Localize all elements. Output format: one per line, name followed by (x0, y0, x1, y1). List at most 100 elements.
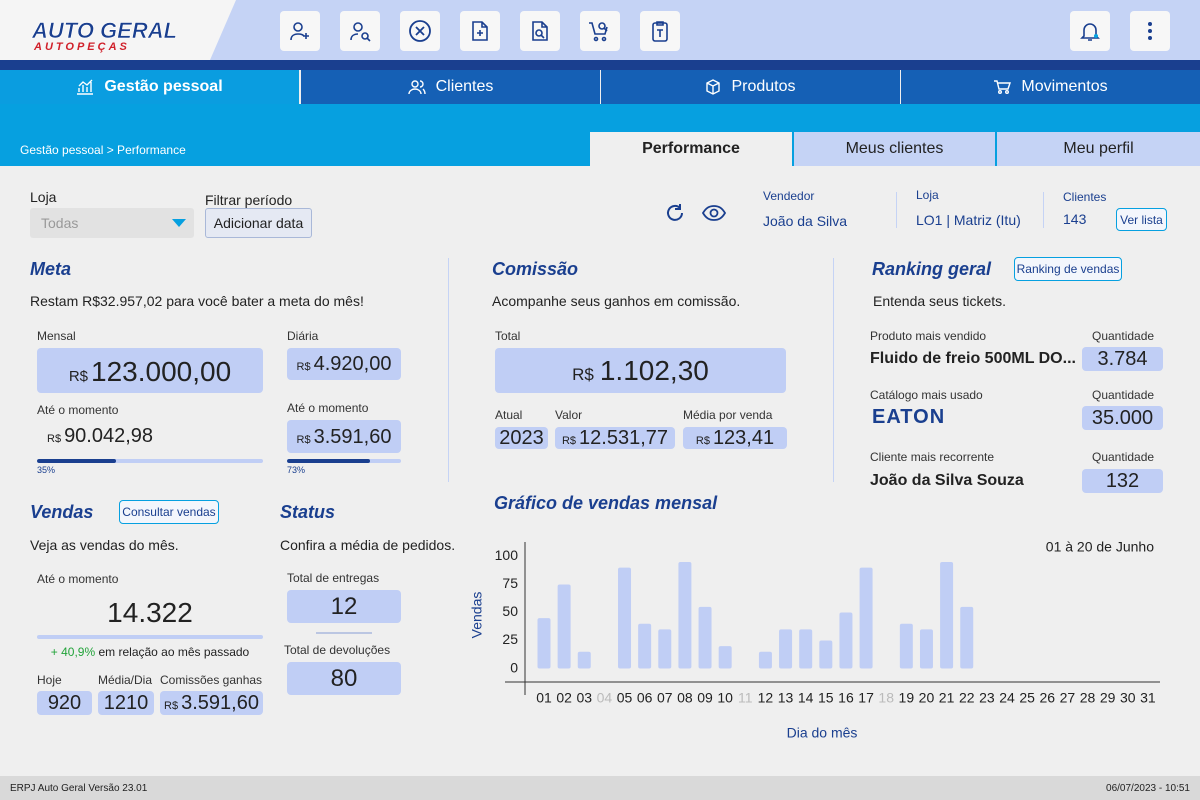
field-label: Total (495, 329, 521, 343)
field-label: Quantidade (1092, 388, 1155, 402)
search-document-button[interactable] (520, 11, 560, 51)
sub-tab[interactable]: Meus clientes (794, 132, 995, 166)
bar (678, 562, 692, 669)
y-axis-label: Vendas (469, 592, 485, 639)
nav-tab-label: Clientes (435, 78, 494, 95)
bar (758, 651, 772, 669)
x-axis-label: Dia do mês (787, 725, 858, 741)
cart-search-button[interactable] (580, 11, 620, 51)
field-label: Média/Dia (98, 673, 153, 687)
value: 1.102,30 (599, 355, 709, 386)
divider (37, 635, 263, 639)
bar (537, 618, 551, 669)
field-label: Hoje (37, 673, 62, 687)
x-tick-label: 28 (1080, 690, 1096, 706)
x-tick-label: 27 (1060, 690, 1076, 706)
value: 90.042,98 (64, 425, 154, 447)
bar (960, 606, 974, 669)
x-tick-label: 24 (999, 690, 1015, 706)
bar (799, 629, 813, 669)
value-box: R$ 12.531,77 (555, 427, 675, 449)
x-tick-label: 17 (858, 690, 874, 706)
currency: R$ (296, 434, 311, 446)
add-date-button[interactable]: Adicionar data (205, 208, 312, 238)
nav-tab[interactable]: Clientes (301, 70, 600, 104)
x-tick-label: 05 (617, 690, 633, 706)
new-document-button[interactable] (460, 11, 500, 51)
add-user-button[interactable] (280, 11, 320, 51)
logo-brand[interactable]: AUTO GERAL (31, 18, 178, 44)
info-value: 143 (1063, 211, 1087, 227)
progress-track (37, 459, 263, 463)
nav-tab-label: Produtos (731, 78, 796, 95)
x-tick-label: 15 (818, 690, 834, 706)
big-value: 14.322 (107, 597, 193, 628)
separator (1043, 192, 1044, 228)
progress-bar (287, 459, 371, 463)
bar (899, 623, 913, 669)
store-select[interactable]: Todas (30, 208, 194, 238)
nav-tab-label: Gestão pessoal (104, 78, 223, 95)
info-label: Clientes (1063, 190, 1107, 204)
y-tick-label: 100 (495, 547, 519, 563)
value: 3.591,60 (181, 692, 259, 714)
x-tick-label: 30 (1120, 690, 1136, 706)
view-list-button[interactable]: Ver lista (1116, 208, 1167, 231)
bar (658, 629, 672, 669)
value-box: 920 (37, 691, 92, 715)
field-label: Valor (555, 408, 583, 422)
field-label: Total de entregas (287, 571, 380, 585)
version: ERPJ Auto Geral Versão 23.01 (10, 783, 148, 794)
x-tick-label: 02 (556, 690, 572, 706)
refresh-button[interactable] (664, 202, 686, 224)
nav-tab[interactable]: Gestão pessoal (0, 70, 299, 104)
nav-tab[interactable]: Produtos (601, 70, 900, 104)
sub-tab[interactable]: Performance (590, 132, 792, 166)
sales-ranking-button[interactable]: Ranking de vendas (1014, 257, 1122, 281)
x-tick-label: 12 (758, 690, 774, 706)
y-tick-label: 50 (502, 603, 518, 619)
x-tick-label: 31 (1140, 690, 1156, 706)
nav-tab[interactable]: Movimentos (901, 70, 1200, 104)
separator (833, 258, 834, 482)
x-tick-label: 23 (979, 690, 995, 706)
bar (618, 567, 632, 669)
currency: R$ (561, 435, 577, 447)
bar (698, 606, 712, 669)
section-subtitle: Entenda seus tickets. (873, 293, 1007, 309)
field-label: Quantidade (1092, 450, 1155, 464)
change-row: + 40,9% em relação ao mês passado (37, 645, 263, 659)
value-box: R$ 123,41 (683, 427, 787, 449)
notifications-button[interactable] (1070, 11, 1110, 51)
bar (638, 623, 652, 669)
value-box: 1210 (98, 691, 154, 715)
section-subtitle: Acompanhe seus ganhos em comissão. (492, 293, 741, 309)
value: 3.591,60 (313, 426, 392, 448)
separator (448, 258, 449, 482)
section-subtitle: Confira a média de pedidos. (280, 537, 456, 553)
chart-title: Gráfico de vendas mensal (494, 493, 718, 513)
section-subtitle: Veja as vendas do mês. (30, 537, 179, 553)
clipboard-button[interactable] (640, 11, 680, 51)
progress-label: 35% (37, 465, 56, 475)
view-button[interactable] (701, 203, 727, 223)
consult-sales-button[interactable]: Consultar vendas (119, 500, 219, 524)
bar (779, 629, 793, 669)
store-select-value: Todas (41, 215, 79, 231)
catalog-logo: EATON (872, 406, 946, 428)
cancel-button[interactable] (400, 11, 440, 51)
value-text: R$ 90.042,98 (47, 425, 153, 448)
x-tick-label: 04 (597, 690, 613, 706)
field-label: Cliente mais recorrente (870, 450, 995, 464)
filter-label: Filtrar período (205, 192, 293, 208)
x-tick-label: 16 (838, 690, 854, 706)
currency: R$ (47, 433, 62, 445)
search-user-button[interactable] (340, 11, 380, 51)
value: 12.531,77 (579, 427, 669, 449)
ranking-name: Fluido de freio 500ML DO... (870, 350, 1076, 367)
section-title: Meta (30, 259, 72, 279)
menu-button[interactable] (1130, 11, 1170, 51)
sub-tab[interactable]: Meu perfil (997, 132, 1200, 166)
x-tick-label: 29 (1100, 690, 1116, 706)
value-box: R$ 3.591,60 (160, 691, 263, 715)
